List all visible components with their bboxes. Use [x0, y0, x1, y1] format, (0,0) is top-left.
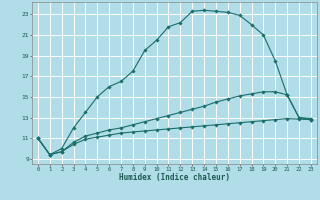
X-axis label: Humidex (Indice chaleur): Humidex (Indice chaleur)	[119, 173, 230, 182]
